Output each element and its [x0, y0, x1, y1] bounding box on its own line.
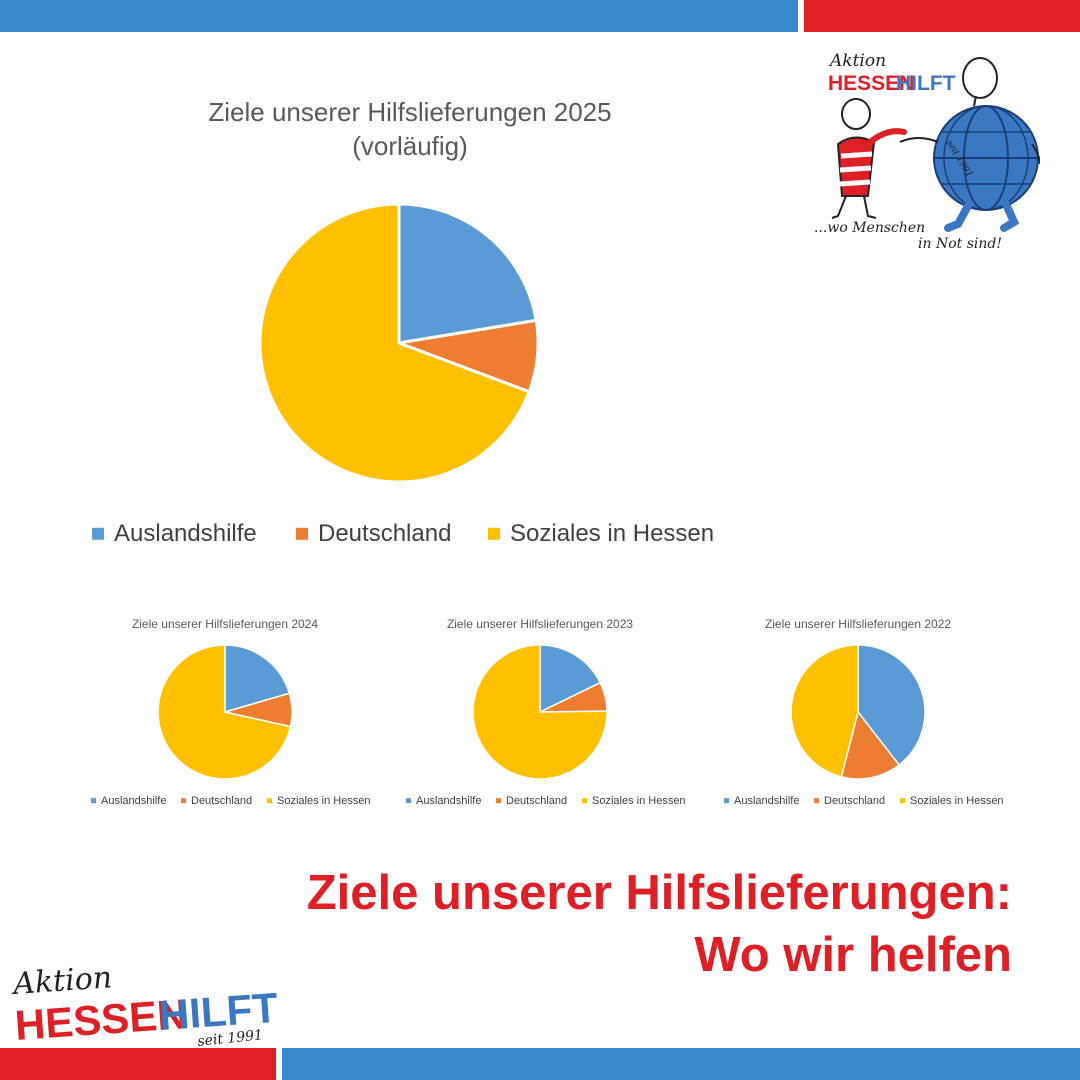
aktion-hessen-hilft-logo: Aktion HESSEN HILFT seit 1991: [9, 958, 280, 1050]
legend-swatch-auslandshilfe: [406, 798, 411, 804]
legend-label-soziales-in-hessen: Soziales in Hessen: [510, 520, 714, 547]
logo-top-hilft: HILFT: [896, 72, 956, 95]
legend-label-deutschland: Deutschland: [318, 520, 451, 547]
aktion-hessen-hilft-logo-illustrated: Aktion HESSEN HILFT seit 1991 ...wo Mens…: [808, 46, 1041, 260]
legend-label-auslandshilfe: Auslandshilfe: [416, 795, 481, 807]
headline: Ziele unserer Hilfslieferungen: Wo wir h…: [307, 862, 1012, 986]
logo-bottom-svg: Aktion HESSEN HILFT seit 1991: [9, 960, 280, 1050]
bottom-blue-bar: [282, 1048, 1080, 1080]
legend-label-soziales-in-hessen: Soziales in Hessen: [592, 795, 686, 807]
chart-title: Ziele unserer Hilfslieferungen 2025: [208, 97, 611, 127]
pie-slice-auslandshilfe: [224, 644, 291, 713]
legend-label-deutschland: Deutschland: [506, 795, 567, 807]
pie-slice-deutschland: [840, 710, 901, 780]
legend-label-auslandshilfe: Auslandshilfe: [734, 795, 799, 807]
chart-2024-svg: Ziele unserer Hilfslieferungen 2024 Ausla…: [91, 617, 371, 807]
legend-swatch-deutschland: [181, 798, 186, 804]
legend-swatch-soziales-in-hessen: [582, 798, 587, 804]
legend-label-deutschland: Deutschland: [191, 795, 252, 807]
logo-illustration: Aktion HESSEN HILFT seit 1991 ...wo Mens…: [814, 51, 1041, 252]
legend-label-auslandshilfe: Auslandshilfe: [101, 795, 166, 807]
legend-swatch-soziales-in-hessen: [267, 798, 272, 804]
logo-bottom-seit: seit 1991: [197, 1027, 264, 1050]
pie-slice-auslandshilfe: [857, 644, 926, 766]
legend-swatch-auslandshilfe: [91, 798, 96, 804]
logo-bottom-aktion: Aktion: [10, 960, 113, 1002]
chart-2022-svg: Ziele unserer Hilfslieferungen 2022 Ausla…: [724, 617, 1004, 807]
pie-slice-soziales-in-hessen: [157, 644, 292, 780]
chart-title: Ziele unserer Hilfslieferungen 2022: [765, 617, 951, 631]
legend-swatch-soziales-in-hessen: [488, 527, 500, 540]
legend-swatch-deutschland: [296, 527, 308, 540]
legend-label-soziales-in-hessen: Soziales in Hessen: [910, 795, 1004, 807]
chart-title: Ziele unserer Hilfslieferungen 2023: [447, 617, 633, 631]
legend-label-auslandshilfe: Auslandshilfe: [114, 520, 257, 547]
chart-title: Ziele unserer Hilfslieferungen 2024: [132, 617, 318, 631]
logo-top-tagline-1: ...wo Menschen: [814, 220, 925, 236]
pie-slice-auslandshilfe: [539, 644, 602, 714]
hessen-figure-icon: [831, 98, 907, 219]
chart-subtitle: (vorläufig): [352, 131, 468, 161]
pie-chart-2023: Ziele unserer Hilfslieferungen 2023 Ausla…: [390, 612, 690, 812]
pie-chart-2022: Ziele unserer Hilfslieferungen 2022 Ausla…: [708, 612, 1008, 812]
top-red-bar: [804, 0, 1080, 32]
top-blue-bar: [0, 0, 798, 32]
legend-label-deutschland: Deutschland: [824, 795, 885, 807]
globe-figure-icon: [899, 57, 1041, 232]
chart-main-svg: Ziele unserer Hilfslieferungen 2025 (vorl…: [92, 97, 714, 547]
legend-swatch-auslandshilfe: [724, 798, 729, 804]
pie-chart-2025: Ziele unserer Hilfslieferungen 2025 (vorl…: [80, 90, 740, 560]
logo-top-tagline-2: in Not sind!: [918, 236, 1002, 252]
legend-swatch-auslandshilfe: [92, 527, 104, 540]
legend-swatch-deutschland: [814, 798, 819, 804]
pie-chart-2024: Ziele unserer Hilfslieferungen 2024 Ausla…: [75, 612, 375, 812]
chart-2023-svg: Ziele unserer Hilfslieferungen 2023 Ausla…: [406, 617, 686, 807]
legend-label-soziales-in-hessen: Soziales in Hessen: [277, 795, 371, 807]
pie-slice-auslandshilfe: [397, 202, 538, 345]
pie-slice-soziales-in-hessen: [472, 644, 608, 780]
pie-slice-soziales-in-hessen: [258, 202, 532, 484]
logo-bottom-hilft: HILFT: [157, 984, 279, 1039]
logo-top-hessen: HESSEN: [828, 72, 914, 95]
logo-top-aktion: Aktion: [828, 51, 886, 71]
pie-slice-soziales-in-hessen: [790, 644, 859, 778]
legend-swatch-deutschland: [496, 798, 501, 804]
bottom-red-bar: [0, 1048, 276, 1080]
headline-line-2: Wo wir helfen: [694, 928, 1012, 982]
legend-swatch-soziales-in-hessen: [900, 798, 905, 804]
headline-line-1: Ziele unserer Hilfslieferungen:: [306, 866, 1012, 920]
